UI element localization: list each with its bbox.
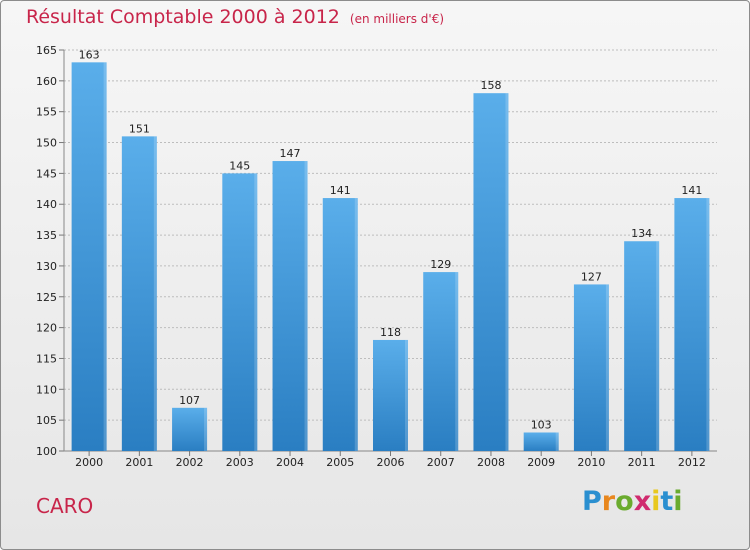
y-tick-label-145: 145 bbox=[36, 167, 57, 180]
y-tick-label-135: 135 bbox=[36, 229, 57, 242]
x-tick-label-2005: 2005 bbox=[326, 456, 354, 469]
bar-highlight-2010 bbox=[605, 284, 609, 451]
logo-letter: P bbox=[582, 486, 602, 517]
bar-highlight-2000 bbox=[103, 62, 107, 451]
title-block: Résultat Comptable 2000 à 2012 (en millie… bbox=[26, 6, 444, 28]
data-label-2007: 129 bbox=[430, 258, 451, 271]
y-tick-label-125: 125 bbox=[36, 291, 57, 304]
logo-letter: x bbox=[633, 486, 652, 517]
logo-letter: i bbox=[651, 486, 661, 517]
y-tick-label-165: 165 bbox=[36, 44, 57, 57]
bar-2001 bbox=[121, 136, 157, 451]
bar-highlight-2007 bbox=[455, 272, 459, 451]
bar-2007 bbox=[423, 272, 459, 451]
bar-2002 bbox=[172, 407, 208, 451]
bar-highlight-2006 bbox=[405, 339, 408, 451]
y-tick-label-140: 140 bbox=[36, 198, 57, 211]
data-label-2009: 103 bbox=[531, 418, 552, 431]
bar-highlight-2012 bbox=[706, 198, 710, 451]
x-tick-label-2001: 2001 bbox=[125, 456, 153, 469]
data-label-2001: 151 bbox=[129, 122, 150, 135]
bar-highlight-2008 bbox=[505, 93, 509, 451]
y-tick-label-155: 155 bbox=[36, 106, 57, 119]
bar-highlight-2009 bbox=[555, 432, 559, 451]
chart-subtitle: (en milliers d'€) bbox=[349, 12, 445, 26]
x-tick-label-2011: 2011 bbox=[628, 456, 656, 469]
data-label-2000: 163 bbox=[79, 48, 100, 61]
bar-2012 bbox=[674, 198, 710, 451]
data-label-2002: 107 bbox=[179, 394, 200, 407]
x-tick-label-2004: 2004 bbox=[276, 456, 304, 469]
data-label-2008: 158 bbox=[480, 79, 501, 92]
bar-highlight-2004 bbox=[304, 161, 308, 452]
x-tick-label-2007: 2007 bbox=[427, 456, 455, 469]
bar-2006 bbox=[373, 339, 408, 451]
x-tick-label-2010: 2010 bbox=[577, 456, 605, 469]
bar-highlight-2001 bbox=[153, 136, 157, 451]
bar-highlight-2011 bbox=[656, 241, 660, 451]
data-label-2012: 141 bbox=[681, 184, 702, 197]
x-tick-label-2012: 2012 bbox=[678, 456, 706, 469]
y-tick-label-105: 105 bbox=[36, 414, 57, 427]
y-tick-label-115: 115 bbox=[36, 352, 57, 365]
x-tick-label-2000: 2000 bbox=[75, 456, 103, 469]
bar-2010 bbox=[573, 284, 609, 451]
bar-highlight-2002 bbox=[204, 407, 208, 451]
bar-2003 bbox=[222, 173, 258, 451]
bars bbox=[71, 62, 710, 452]
proxiti-logo[interactable]: Proxiti bbox=[582, 486, 683, 517]
data-label-2006: 118 bbox=[380, 326, 401, 339]
logo-letter: r bbox=[601, 486, 616, 517]
y-tick-label-130: 130 bbox=[36, 260, 57, 273]
y-tick-label-120: 120 bbox=[36, 322, 57, 335]
bar-2011 bbox=[624, 241, 660, 451]
x-axis: 2000 2001 2002 2003 2004 2005 2006 2007 2008 2009… bbox=[75, 451, 706, 469]
bar-highlight-2005 bbox=[354, 198, 358, 451]
data-label-2003: 145 bbox=[229, 159, 250, 172]
x-tick-label-2009: 2009 bbox=[527, 456, 555, 469]
y-tick-label-160: 160 bbox=[36, 75, 57, 88]
data-labels: 163 151 107 145 147 141 118 129 158 103 127 134 141 bbox=[79, 48, 703, 431]
data-label-2004: 147 bbox=[280, 147, 301, 160]
x-tick-label-2006: 2006 bbox=[377, 456, 405, 469]
x-tick-label-2003: 2003 bbox=[226, 456, 254, 469]
bar-2008 bbox=[473, 93, 509, 451]
y-tick-label-110: 110 bbox=[36, 383, 57, 396]
logo-letter: t bbox=[660, 486, 674, 517]
chart-title: Résultat Comptable 2000 à 2012 bbox=[26, 6, 340, 28]
data-label-2005: 141 bbox=[330, 184, 351, 197]
bar-2000 bbox=[71, 62, 107, 451]
data-label-2011: 134 bbox=[631, 227, 652, 240]
logo-letter: i bbox=[673, 486, 683, 517]
y-tick-label-150: 150 bbox=[36, 137, 57, 150]
x-tick-label-2002: 2002 bbox=[176, 456, 204, 469]
logo-letter: o bbox=[615, 486, 634, 517]
x-tick-label-2008: 2008 bbox=[477, 456, 505, 469]
bar-highlight-2003 bbox=[254, 173, 258, 451]
bar-2004 bbox=[272, 161, 308, 452]
commune-name: CARO bbox=[36, 494, 94, 518]
bar-2005 bbox=[322, 198, 358, 451]
y-tick-label-100: 100 bbox=[36, 445, 57, 458]
data-label-2010: 127 bbox=[581, 270, 602, 283]
bar-2009 bbox=[523, 432, 559, 451]
